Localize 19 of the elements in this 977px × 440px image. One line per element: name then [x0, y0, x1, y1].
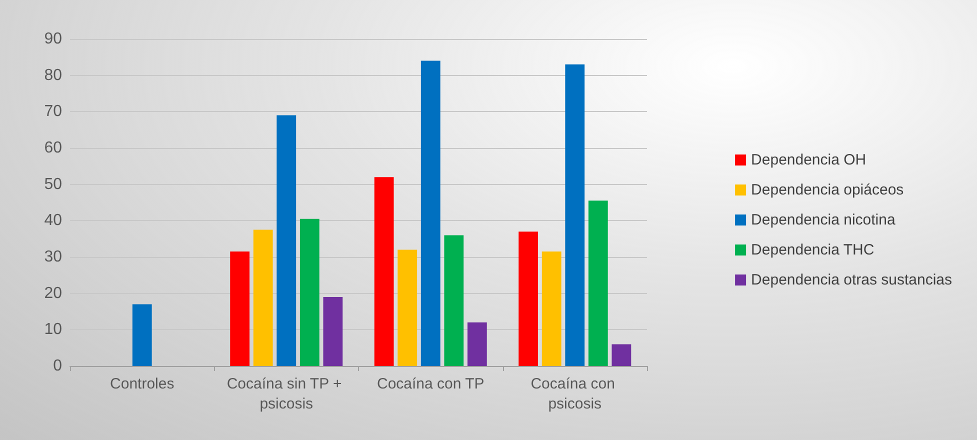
y-tick-label: 80: [44, 66, 62, 84]
x-tick-label: Cocaína con psicosis: [530, 376, 620, 412]
x-tick-label: Cocaína sin TP + psicosis: [226, 376, 346, 412]
y-tick-label: 20: [44, 284, 62, 302]
y-tick-label: 70: [44, 103, 62, 120]
legend-label: Dependencia otras sustancias: [751, 272, 952, 288]
y-tick-label: 90: [44, 30, 62, 48]
legend-label: Dependencia OH: [751, 152, 866, 168]
legend-label: Dependencia nicotina: [751, 212, 896, 228]
y-tick-label: 40: [44, 212, 62, 230]
x-tick-label: Controles: [110, 376, 174, 392]
y-tick-label: 0: [53, 358, 62, 374]
legend-label: Dependencia THC: [751, 242, 874, 258]
y-tick-label: 60: [44, 140, 62, 156]
legend-label: Dependencia opiáceos: [751, 182, 904, 198]
y-tick-label: 30: [44, 248, 62, 266]
x-tick-label: Cocaína con TP: [376, 376, 484, 392]
y-tick-label: 10: [44, 321, 62, 338]
y-tick-label: 50: [44, 176, 62, 193]
